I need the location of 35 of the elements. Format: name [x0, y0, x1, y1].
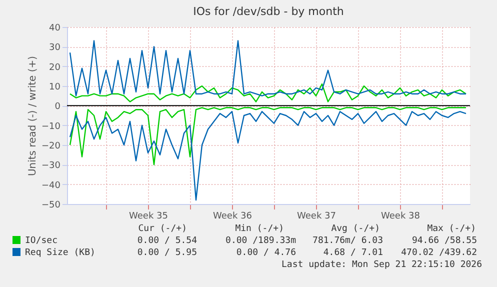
- text: Cur (-/+): [138, 224, 187, 234]
- x-tick-label: Week 38: [381, 212, 420, 222]
- text: 0.00 / 5.54: [137, 236, 197, 246]
- y-axis-title: Units read (-) / write (+): [28, 56, 39, 176]
- text: 94.66 /58.55: [412, 236, 477, 246]
- y-tick-label: 40: [49, 24, 61, 34]
- text: Max (-/+): [427, 224, 476, 234]
- text: 0.00 / 5.95: [137, 248, 197, 258]
- text: 0.00 / 4.76: [236, 248, 296, 258]
- chart-title: IOs for /dev/sdb - by month: [193, 5, 344, 18]
- text: 0.00 /189.33m: [226, 236, 296, 246]
- y-tick-label: −10: [42, 122, 61, 132]
- y-tick-label: 0: [54, 102, 61, 112]
- y-tick-label: −50: [42, 200, 61, 210]
- text: 470.02 /439.62: [401, 248, 477, 258]
- y-tick-label: −20: [42, 142, 61, 152]
- text: Min (-/+): [235, 224, 284, 234]
- line-series: [69, 40, 467, 96]
- x-tick-label: Week 35: [129, 212, 168, 222]
- text: Last update: Mon Sep 21 22:15:10 2026: [282, 260, 482, 270]
- line-series: [69, 110, 467, 201]
- y-tick-label: 30: [49, 43, 61, 54]
- line-series: [69, 107, 467, 166]
- x-tick-label: Week 36: [213, 212, 252, 222]
- legend-label: Req Size (KB): [25, 248, 96, 258]
- text: 4.68 / 7.01: [323, 248, 383, 258]
- legend-label: IO/sec: [25, 236, 58, 246]
- text: Avg (-/+): [331, 224, 380, 234]
- y-tick-label: −30: [42, 161, 61, 172]
- line-series: [69, 83, 467, 102]
- text: 781.76m/ 6.03: [312, 236, 383, 246]
- y-tick-label: 20: [49, 62, 61, 73]
- x-tick-label: Week 37: [297, 212, 336, 222]
- y-tick-label: −40: [42, 180, 61, 191]
- y-tick-label: 10: [49, 82, 61, 92]
